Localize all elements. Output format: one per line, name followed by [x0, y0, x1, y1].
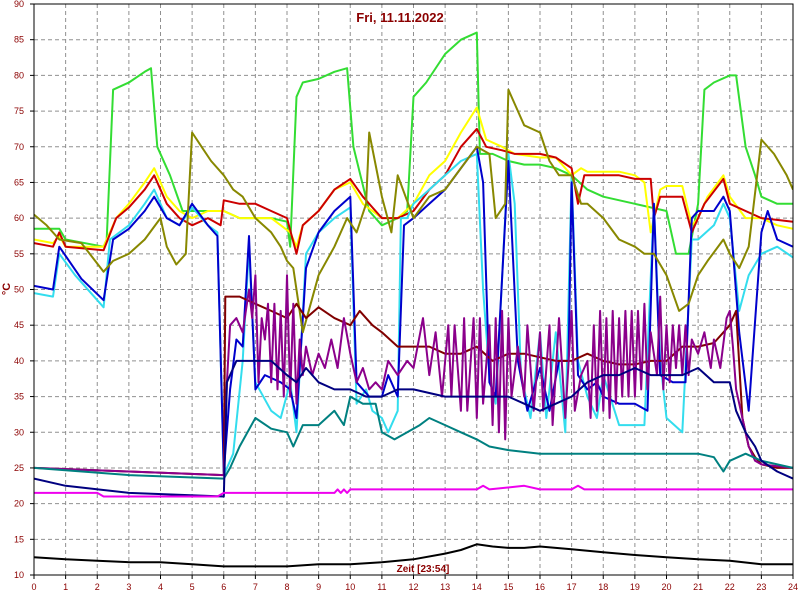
x-tick-label: 5 [190, 582, 195, 592]
x-tick-label: 17 [567, 582, 577, 592]
x-tick-label: 14 [472, 582, 482, 592]
chart-title: Fri, 11.11.2022 [356, 10, 443, 25]
y-tick-label: 60 [14, 213, 24, 223]
y-tick-label: 25 [14, 463, 24, 473]
y-axis-label: °C [1, 283, 13, 295]
y-tick-label: 10 [14, 570, 24, 580]
series-line-12 [34, 543, 793, 568]
y-tick-label: 85 [14, 35, 24, 45]
x-tick-label: 16 [535, 582, 545, 592]
series-line-10 [34, 359, 793, 498]
x-tick-label: 18 [598, 582, 608, 592]
y-tick-label: 40 [14, 356, 24, 366]
x-tick-label: 21 [693, 582, 703, 592]
series-line-8 [34, 274, 793, 477]
x-tick-label: 11 [377, 582, 386, 592]
y-tick-label: 75 [14, 106, 24, 116]
series-line-2 [34, 106, 793, 248]
x-tick-label: 0 [31, 582, 36, 592]
y-tick-label: 30 [14, 427, 24, 437]
x-tick-label: 2 [95, 582, 100, 592]
series-group [34, 31, 793, 568]
y-tick-label: 90 [14, 0, 24, 9]
x-tick-label: 23 [756, 582, 766, 592]
series-line-11 [34, 484, 793, 498]
y-tick-label: 70 [14, 142, 24, 152]
x-tick-label: 10 [345, 582, 355, 592]
y-tick-label: 35 [14, 392, 24, 402]
y-tick-label: 50 [14, 285, 24, 295]
series-line-5 [34, 145, 793, 473]
x-tick-label: 4 [158, 582, 163, 592]
x-tick-label: 7 [253, 582, 258, 592]
x-tick-label: 3 [126, 582, 131, 592]
axes: 0 1 2 3 4 5 6 7 8 9 10 11 12 13 14 15 16 17 18 19 20 21 22 23 24… [14, 0, 798, 592]
series-line-6 [34, 88, 793, 334]
y-tick-label: 80 [14, 70, 24, 80]
x-tick-label: 8 [284, 582, 289, 592]
x-tick-label: 9 [316, 582, 321, 592]
x-tick-label: 1 [63, 582, 68, 592]
x-tick-label: 19 [630, 582, 640, 592]
y-tick-label: 15 [14, 534, 24, 544]
x-axis-label: Zeit [23:54] [397, 564, 450, 575]
y-tick-label: 65 [14, 177, 24, 187]
x-tick-label: 22 [725, 582, 735, 592]
x-tick-label: 24 [788, 582, 798, 592]
x-tick-label: 15 [503, 582, 513, 592]
x-tick-label: 20 [661, 582, 671, 592]
y-tick-label: 55 [14, 249, 24, 259]
series-line-9 [34, 395, 793, 480]
x-tick-label: 13 [440, 582, 450, 592]
x-tick-label: 12 [408, 582, 418, 592]
y-tick-label: 45 [14, 320, 24, 330]
x-tick-label: 6 [221, 582, 226, 592]
y-tick-label: 20 [14, 499, 24, 509]
